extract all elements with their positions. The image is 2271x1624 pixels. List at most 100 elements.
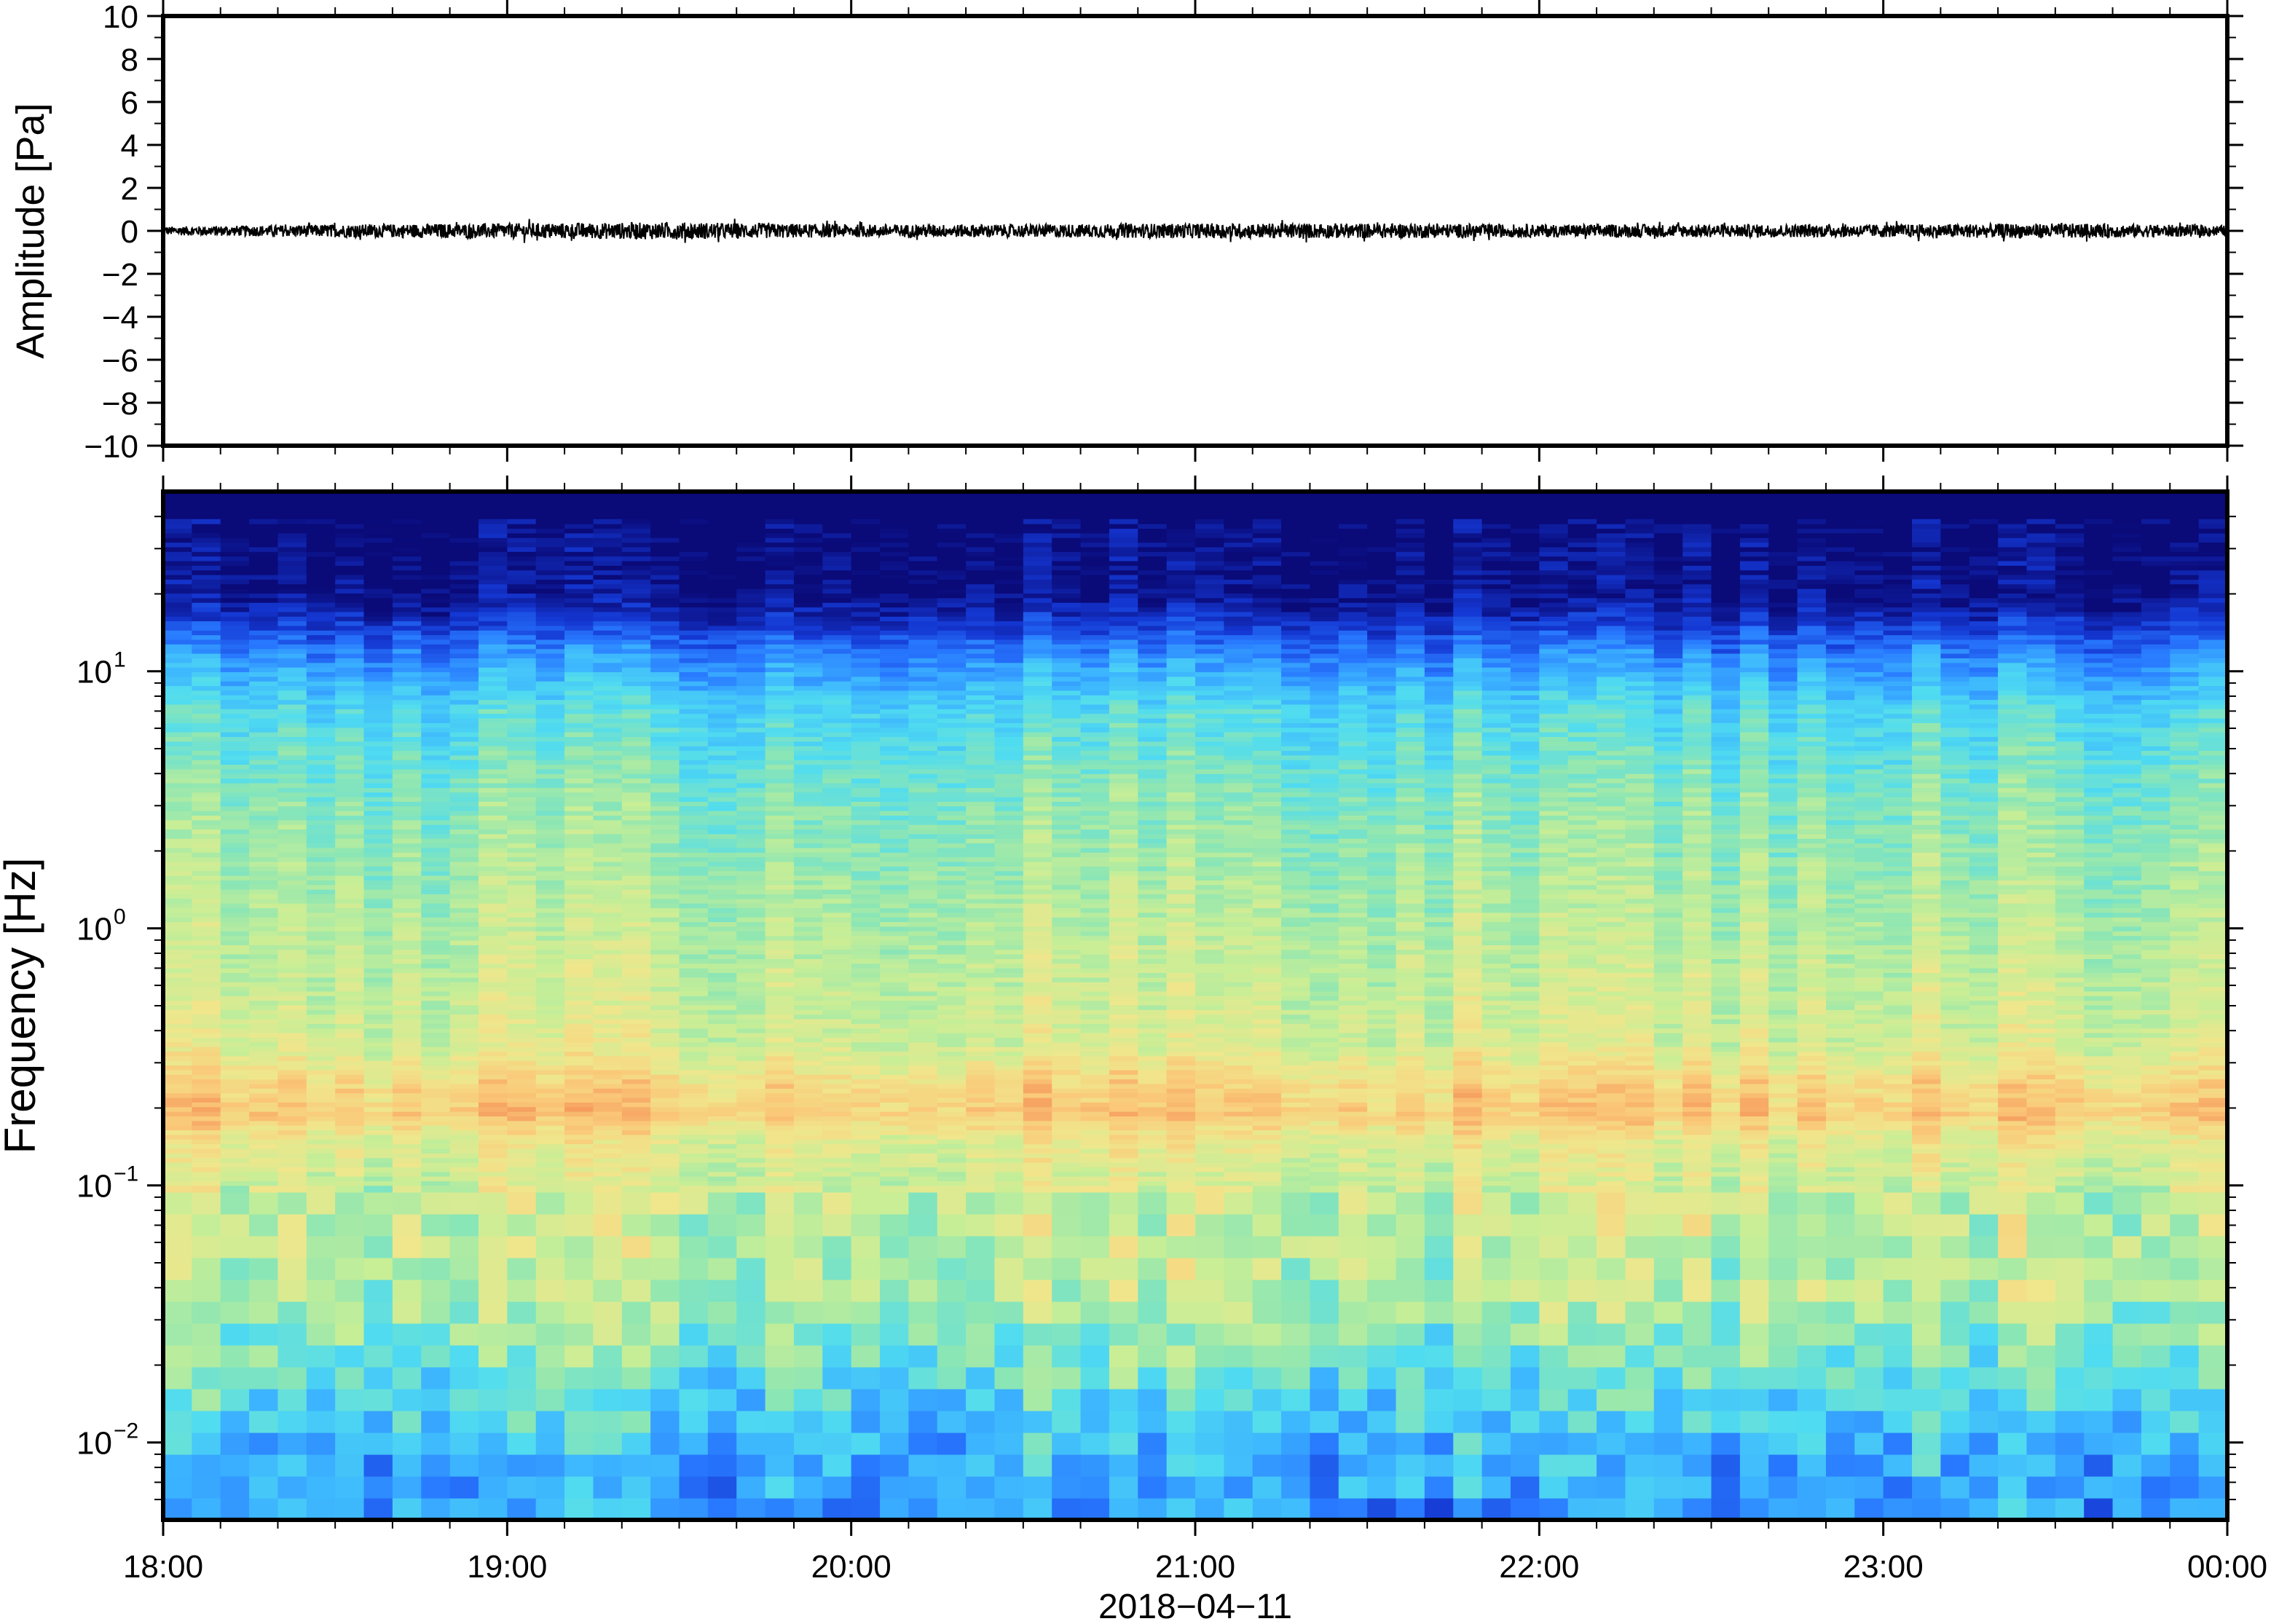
spectrogram-cell: [249, 1009, 279, 1015]
spectrogram-cell: [1023, 1167, 1052, 1172]
spectrogram-cell: [851, 1018, 881, 1024]
spectrogram-cell: [306, 639, 336, 645]
spectrogram-cell: [822, 1180, 852, 1186]
spectrogram-cell: [880, 819, 910, 825]
spectrogram-cell: [880, 1060, 910, 1066]
spectrogram-cell: [593, 797, 623, 802]
spectrogram-cell: [306, 1009, 336, 1015]
spectrogram-cell: [966, 1301, 996, 1324]
spectrogram-cell: [822, 1000, 852, 1006]
spectrogram-cell: [736, 1162, 766, 1167]
spectrogram-cell: [851, 1366, 881, 1390]
spectrogram-cell: [765, 1139, 795, 1145]
spectrogram-cell: [765, 1009, 795, 1015]
spectrogram-cell: [363, 662, 393, 668]
spectrogram-cell: [507, 1235, 537, 1258]
spectrogram-cell: [822, 1116, 852, 1122]
spectrogram-cell: [880, 1410, 910, 1433]
spectrogram-cell: [937, 662, 967, 668]
spectrogram-cell: [192, 746, 221, 752]
spectrogram-cell: [736, 949, 766, 955]
spectrogram-cell: [621, 1000, 651, 1006]
spectrogram-cell: [765, 630, 795, 636]
spectrogram-cell: [937, 768, 967, 774]
spectrogram-cell: [535, 986, 565, 992]
spectrogram-cell: [278, 1185, 307, 1193]
spectrogram-cell: [679, 1092, 709, 1098]
spectrogram-cell: [937, 782, 967, 788]
spectrogram-cell: [994, 782, 1024, 788]
spectrogram-cell: [650, 1051, 680, 1057]
spectrogram-cell: [966, 1497, 996, 1520]
spectrogram-cell: [392, 658, 422, 663]
spectrogram-cell: [851, 644, 881, 650]
spectrogram-cell: [851, 982, 881, 988]
spectrogram-cell: [335, 968, 365, 974]
spectrogram-cell: [793, 754, 824, 760]
spectrogram-cell: [220, 1069, 250, 1075]
spectrogram-cell: [249, 912, 279, 918]
spectrogram-cell: [994, 1069, 1024, 1075]
spectrogram-cell: [593, 1125, 623, 1131]
spectrogram-cell: [278, 593, 307, 599]
spectrogram-cell: [851, 713, 881, 719]
spectrogram-cell: [421, 829, 451, 835]
spectrogram-cell: [421, 1023, 451, 1029]
spectrogram-cell: [564, 1130, 594, 1135]
spectrogram-cell: [679, 982, 709, 988]
spectrogram-cell: [736, 1148, 766, 1154]
spectrogram-cell: [306, 856, 336, 862]
spectrogram-cell: [363, 1097, 393, 1103]
spectrogram-cell: [249, 1323, 279, 1346]
spectrogram-cell: [163, 945, 193, 950]
spectrogram-cell: [908, 713, 938, 719]
spectrogram-cell: [363, 996, 393, 1001]
spectrogram-cell: [449, 972, 479, 978]
spectrogram-cell: [192, 990, 221, 996]
spectrogram-cell: [163, 532, 193, 538]
spectrogram-cell: [994, 713, 1024, 719]
spectrogram-cell: [220, 754, 250, 760]
spectrogram-cell: [679, 1432, 709, 1455]
spectrogram-cell: [249, 760, 279, 765]
spectrogram-cell: [392, 699, 422, 705]
spectrogram-cell: [421, 732, 451, 737]
spectrogram-cell: [392, 815, 422, 821]
spectrogram-cell: [278, 847, 307, 853]
spectrogram-cell: [363, 1037, 393, 1043]
spectrogram-cell: [478, 662, 508, 668]
spectrogram-cell: [650, 819, 680, 825]
spectrogram-cell: [994, 801, 1024, 807]
spectrogram-cell: [822, 880, 852, 886]
spectrogram-cell: [507, 1185, 537, 1193]
spectrogram-cell: [994, 949, 1024, 955]
spectrogram-cell: [564, 703, 594, 709]
spectrogram-cell: [822, 972, 852, 978]
spectrogram-cell: [851, 750, 881, 756]
spectrogram-cell: [535, 1000, 565, 1006]
spectrogram-cell: [793, 1125, 824, 1131]
spectrogram-cell: [392, 1028, 422, 1033]
spectrogram-cell: [966, 1000, 996, 1006]
spectrogram-cell: [421, 1157, 451, 1163]
spectrogram-cell: [621, 986, 651, 992]
spectrogram-cell: [822, 717, 852, 723]
spectrogram-cell: [593, 722, 623, 728]
spectrogram-cell: [937, 750, 967, 756]
spectrogram-cell: [449, 607, 479, 612]
spectrogram-cell: [736, 537, 766, 543]
spectrogram-cell: [880, 732, 910, 737]
spectrogram-cell: [851, 768, 881, 774]
spectrogram-cell: [793, 579, 824, 585]
spectrogram-cell: [736, 703, 766, 709]
spectrogram-cell: [220, 1279, 250, 1302]
spectrogram-cell: [564, 625, 594, 631]
spectrogram-cell: [478, 907, 508, 913]
spectrogram-cell: [621, 982, 651, 988]
spectrogram-cell: [880, 1235, 910, 1258]
spectrogram-cell: [880, 1213, 910, 1237]
spectrogram-cell: [392, 990, 422, 996]
spectrogram-cell: [421, 986, 451, 992]
spectrogram-cell: [822, 935, 852, 941]
spectrogram-cell: [966, 949, 996, 955]
